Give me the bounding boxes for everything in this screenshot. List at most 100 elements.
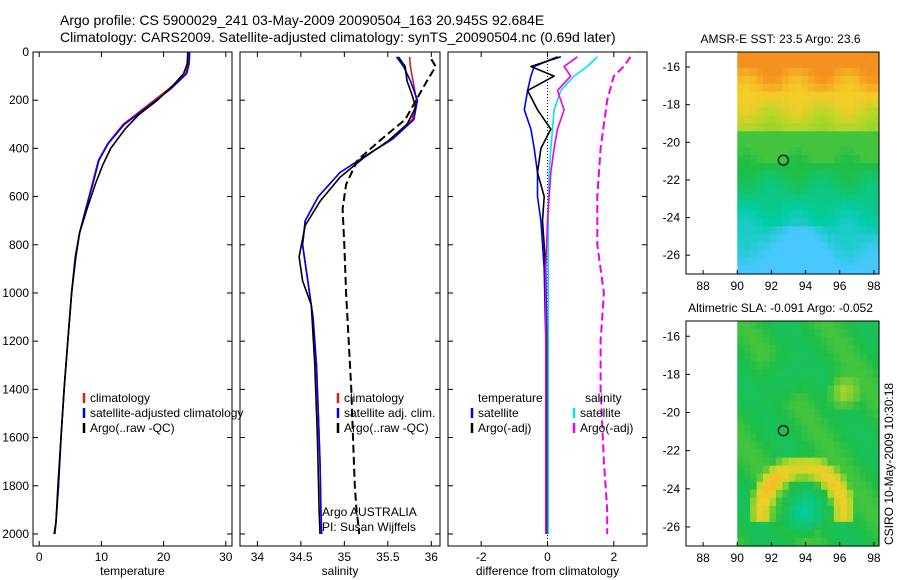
heatmap-cell [840,505,848,515]
heatmap-cell [840,441,848,451]
heatmap-cell [859,433,867,443]
heatmap-cell [827,401,835,410]
heatmap-cell [743,234,751,243]
heatmap-cell [866,457,874,467]
heatmap-cell [808,75,816,85]
heatmap-cell [821,329,829,338]
heatmap-cell [846,234,854,243]
heatmap-cell [866,473,874,483]
heatmap-cell [737,433,745,443]
heatmap-cell [808,345,816,354]
heatmap-cell [775,505,783,515]
heatmap-cell [846,409,854,419]
heatmap-cell [814,481,822,491]
heatmap-cell [833,393,841,402]
heatmap-cell [814,329,822,338]
heatmap-cell [775,441,783,451]
heatmap-cell [750,409,758,419]
heatmap-cell [756,67,764,77]
heatmap-cell [846,210,854,220]
heatmap-cell [808,83,816,93]
heatmap-cell [750,83,758,93]
heatmap-cell [846,59,854,69]
heatmap-cell [769,441,777,451]
x-tick-label: 36 [425,550,439,564]
heatmap-cell [814,250,822,259]
heatmap-cell [782,170,790,180]
heatmap-cell [872,123,880,132]
heatmap-cell [775,393,783,402]
heatmap-cell [827,433,835,443]
heatmap-cell [801,321,809,330]
heatmap-cell [827,393,835,402]
heatmap-cell [859,369,867,378]
heatmap-cell [872,497,880,507]
heatmap-cell [737,59,745,69]
y-tick-label: 1400 [2,382,29,396]
heatmap-cell [821,202,829,212]
heatmap-cell [840,155,848,164]
heatmap-cell [859,115,867,124]
heatmap-cell [821,401,829,410]
heatmap-cell [763,91,771,101]
heatmap-cell [814,353,822,362]
heatmap-cell [808,234,816,243]
heatmap-cell [833,83,841,93]
heatmap-cell [853,234,861,243]
heatmap-cell [872,449,880,459]
heatmap-cell [833,321,841,330]
heatmap-cell [814,497,822,507]
heatmap-cell [769,337,777,346]
heatmap-cell [782,449,790,459]
heatmap-cell [853,521,861,531]
heatmap-cell [788,218,796,228]
heatmap-cell [866,52,874,61]
heatmap-cell [833,131,841,140]
profile-panel-1 [239,51,441,547]
heatmap-cell [833,194,841,204]
heatmap-cell [814,115,822,124]
heatmap-cell [782,321,790,330]
heatmap-cell [743,393,751,402]
heatmap-cell [782,369,790,378]
heatmap-cell [801,481,809,491]
heatmap-cell [750,369,758,378]
heatmap-cell [756,377,764,386]
plot-frame [32,51,233,547]
heatmap-cell [853,537,861,547]
heatmap-cell [737,83,745,93]
heatmap-cell [808,497,816,507]
heatmap-cell [840,321,848,330]
heatmap-cell [821,83,829,93]
heatmap-cell [808,242,816,251]
heatmap-cell [821,59,829,69]
sst-map-panel [685,51,880,275]
heatmap-cell [756,321,764,330]
heatmap-cell [782,250,790,259]
heatmap-cell [775,385,783,394]
heatmap-cell [750,425,758,435]
heatmap-cell [756,226,764,235]
heatmap-cell [859,449,867,459]
heatmap-cell [737,497,745,507]
heatmap-cell [859,178,867,188]
heatmap-cell [769,417,777,427]
heatmap-cell [872,329,880,338]
heatmap-cell [840,170,848,180]
heatmap-cell [821,67,829,77]
heatmap-cell [821,226,829,235]
y-tick-label: 1200 [2,334,29,348]
heatmap-cell [782,59,790,69]
heatmap-cell [833,529,841,539]
heatmap-cell [737,321,745,330]
heatmap-cell [750,178,758,188]
heatmap-cell [737,170,745,180]
heatmap-cell [782,489,790,499]
heatmap-cell [737,147,745,156]
heatmap-cell [821,250,829,259]
heatmap-cell [872,345,880,354]
heatmap-cell [788,441,796,451]
heatmap-cell [821,489,829,499]
heatmap-cell [763,401,771,410]
heatmap-cell [769,258,777,267]
